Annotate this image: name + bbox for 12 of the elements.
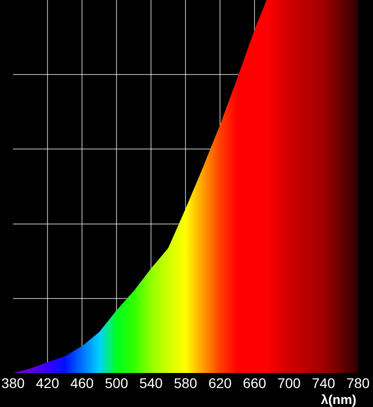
- x-axis-title: λ(nm): [321, 392, 356, 407]
- x-tick-label: 420: [36, 375, 60, 391]
- x-tick-label: 660: [242, 375, 266, 391]
- x-tick-label: 460: [70, 375, 94, 391]
- x-tick-label: 500: [104, 375, 128, 391]
- x-tick-label: 540: [139, 375, 163, 391]
- x-tick-label: 780: [346, 375, 370, 391]
- x-tick-label: 700: [277, 375, 301, 391]
- x-tick-label: 620: [208, 375, 232, 391]
- x-tick-label: 380: [1, 375, 25, 391]
- x-tick-label: 580: [174, 375, 198, 391]
- x-tick-label: 740: [312, 375, 336, 391]
